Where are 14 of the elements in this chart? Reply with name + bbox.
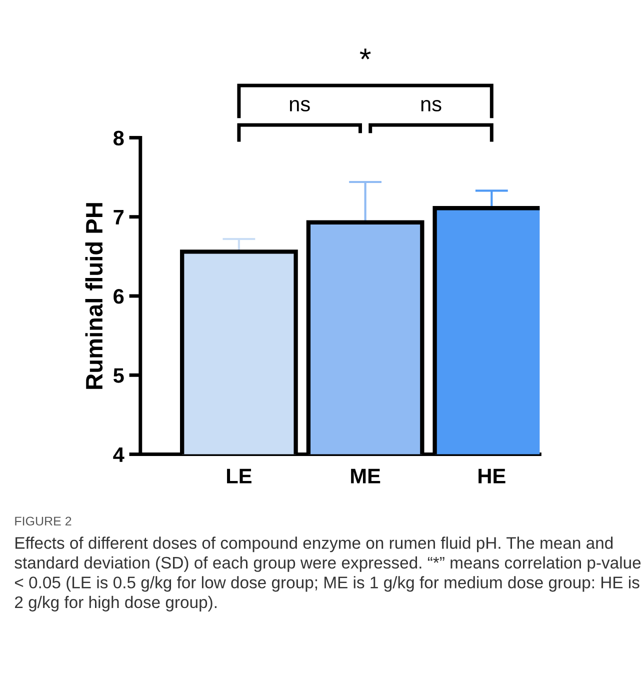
- y-tick-label: 4: [113, 447, 124, 462]
- text: *: [360, 48, 371, 60]
- text: ns: [421, 100, 442, 112]
- y-tick-label: 5: [113, 368, 124, 383]
- x-tick-label: HE: [478, 468, 506, 484]
- y-tick-label: 6: [114, 288, 124, 304]
- x-tick-label: ME: [351, 468, 380, 484]
- x-tick-label: LE: [227, 468, 252, 484]
- text: Effects of different doses of compound enzyme on rumen fluid pH. The mean and standard deviation (SD) of each group were expressed. “*” means correlation p-value < 0.05 (LE is 0.5 g/kg for low dose group; ME is 1 g/kg for medium dose group: HE is 2 g/kg for high dose group).: [14, 536, 641, 612]
- y-axis-title: Ruminal fluid PH: [85, 203, 103, 389]
- y-tick-label: 7: [114, 210, 124, 224]
- text: ns: [290, 100, 310, 112]
- y-tick-label: 8: [113, 130, 124, 146]
- caption: FIGURE 2: [15, 516, 72, 526]
